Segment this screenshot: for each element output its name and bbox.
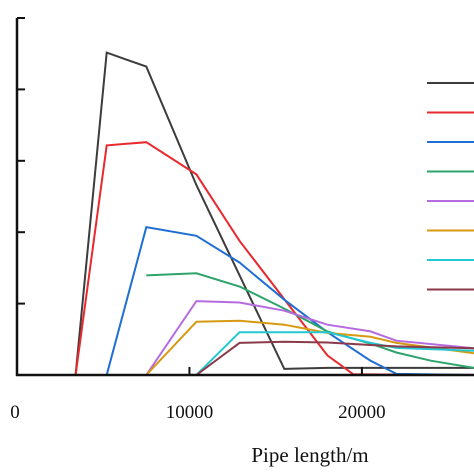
- series-line-3: [105, 226, 474, 376]
- series-line-4: [146, 272, 474, 369]
- series-line-1: [74, 51, 474, 376]
- series-lines: [74, 51, 474, 376]
- series-line-7: [195, 331, 474, 376]
- legend: [427, 82, 474, 291]
- x-axis-title: Pipe length/m: [251, 443, 368, 467]
- x-tick-label-2: 20000: [338, 402, 386, 423]
- series-line-5: [145, 300, 474, 376]
- y-axis-ticks: [17, 17, 25, 376]
- x-tick-label-0: 0: [10, 402, 20, 423]
- axes: [15, 18, 474, 377]
- series-line-2: [74, 141, 474, 376]
- series-line-6: [145, 319, 474, 376]
- series-line-8: [195, 340, 474, 376]
- x-tick-label-1: 10000: [166, 402, 214, 423]
- x-axis-ticks: 0 10000 20000: [10, 367, 386, 423]
